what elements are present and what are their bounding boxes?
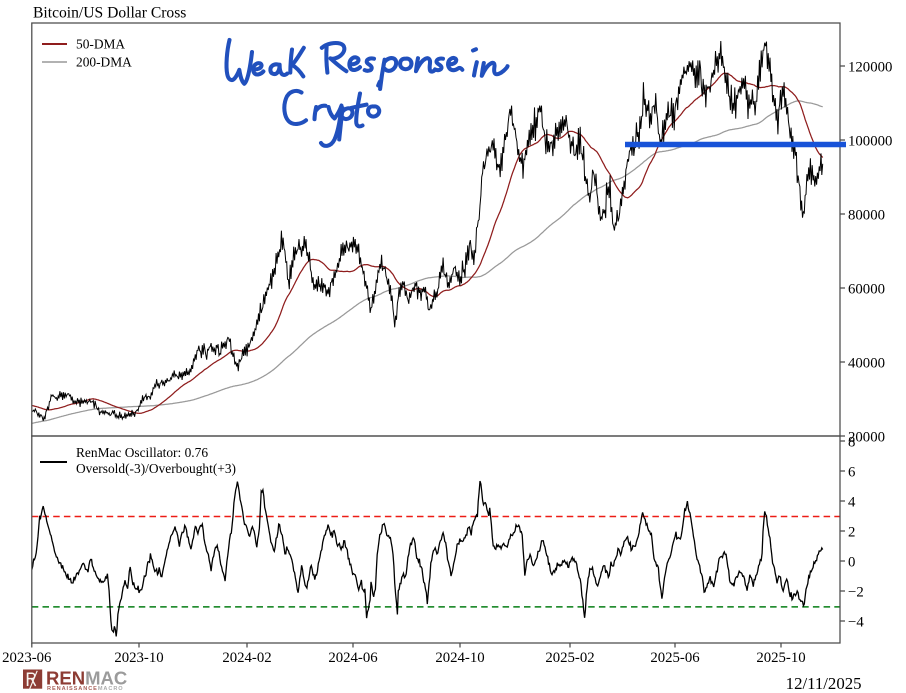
svg-text:4: 4 bbox=[848, 494, 856, 510]
svg-text:2024-06: 2024-06 bbox=[328, 650, 377, 666]
svg-text:12/11/2025: 12/11/2025 bbox=[786, 674, 862, 693]
svg-text:2023-06: 2023-06 bbox=[2, 650, 51, 666]
svg-text:200-DMA: 200-DMA bbox=[76, 55, 132, 70]
svg-text:50-DMA: 50-DMA bbox=[76, 37, 125, 52]
svg-text:6: 6 bbox=[848, 464, 855, 480]
svg-text:2: 2 bbox=[848, 524, 855, 540]
svg-text:2023-10: 2023-10 bbox=[114, 650, 163, 666]
svg-text:−2: −2 bbox=[848, 584, 864, 600]
svg-text:120000: 120000 bbox=[848, 59, 892, 75]
svg-text:80000: 80000 bbox=[848, 207, 885, 223]
svg-text:RENAISSANCEMACRO: RENAISSANCEMACRO bbox=[47, 686, 124, 692]
svg-text:100000: 100000 bbox=[848, 133, 892, 149]
svg-text:2024-02: 2024-02 bbox=[222, 650, 271, 666]
svg-text:20000: 20000 bbox=[848, 429, 885, 445]
svg-text:−4: −4 bbox=[848, 614, 864, 630]
svg-text:60000: 60000 bbox=[848, 281, 885, 297]
svg-text:RENMAC: RENMAC bbox=[46, 668, 127, 689]
svg-text:2025-02: 2025-02 bbox=[545, 650, 594, 666]
svg-text:Bitcoin/US Dollar Cross: Bitcoin/US Dollar Cross bbox=[33, 5, 186, 22]
svg-text:RenMac Oscillator: 0.76: RenMac Oscillator: 0.76 bbox=[76, 445, 208, 460]
svg-text:2025-10: 2025-10 bbox=[756, 650, 805, 666]
svg-text:0: 0 bbox=[848, 554, 855, 570]
svg-text:2024-10: 2024-10 bbox=[435, 650, 484, 666]
svg-text:8: 8 bbox=[848, 434, 855, 450]
svg-text:40000: 40000 bbox=[848, 355, 885, 371]
svg-text:2025-06: 2025-06 bbox=[650, 650, 699, 666]
svg-text:Oversold(-3)/Overbought(+3): Oversold(-3)/Overbought(+3) bbox=[76, 461, 236, 476]
